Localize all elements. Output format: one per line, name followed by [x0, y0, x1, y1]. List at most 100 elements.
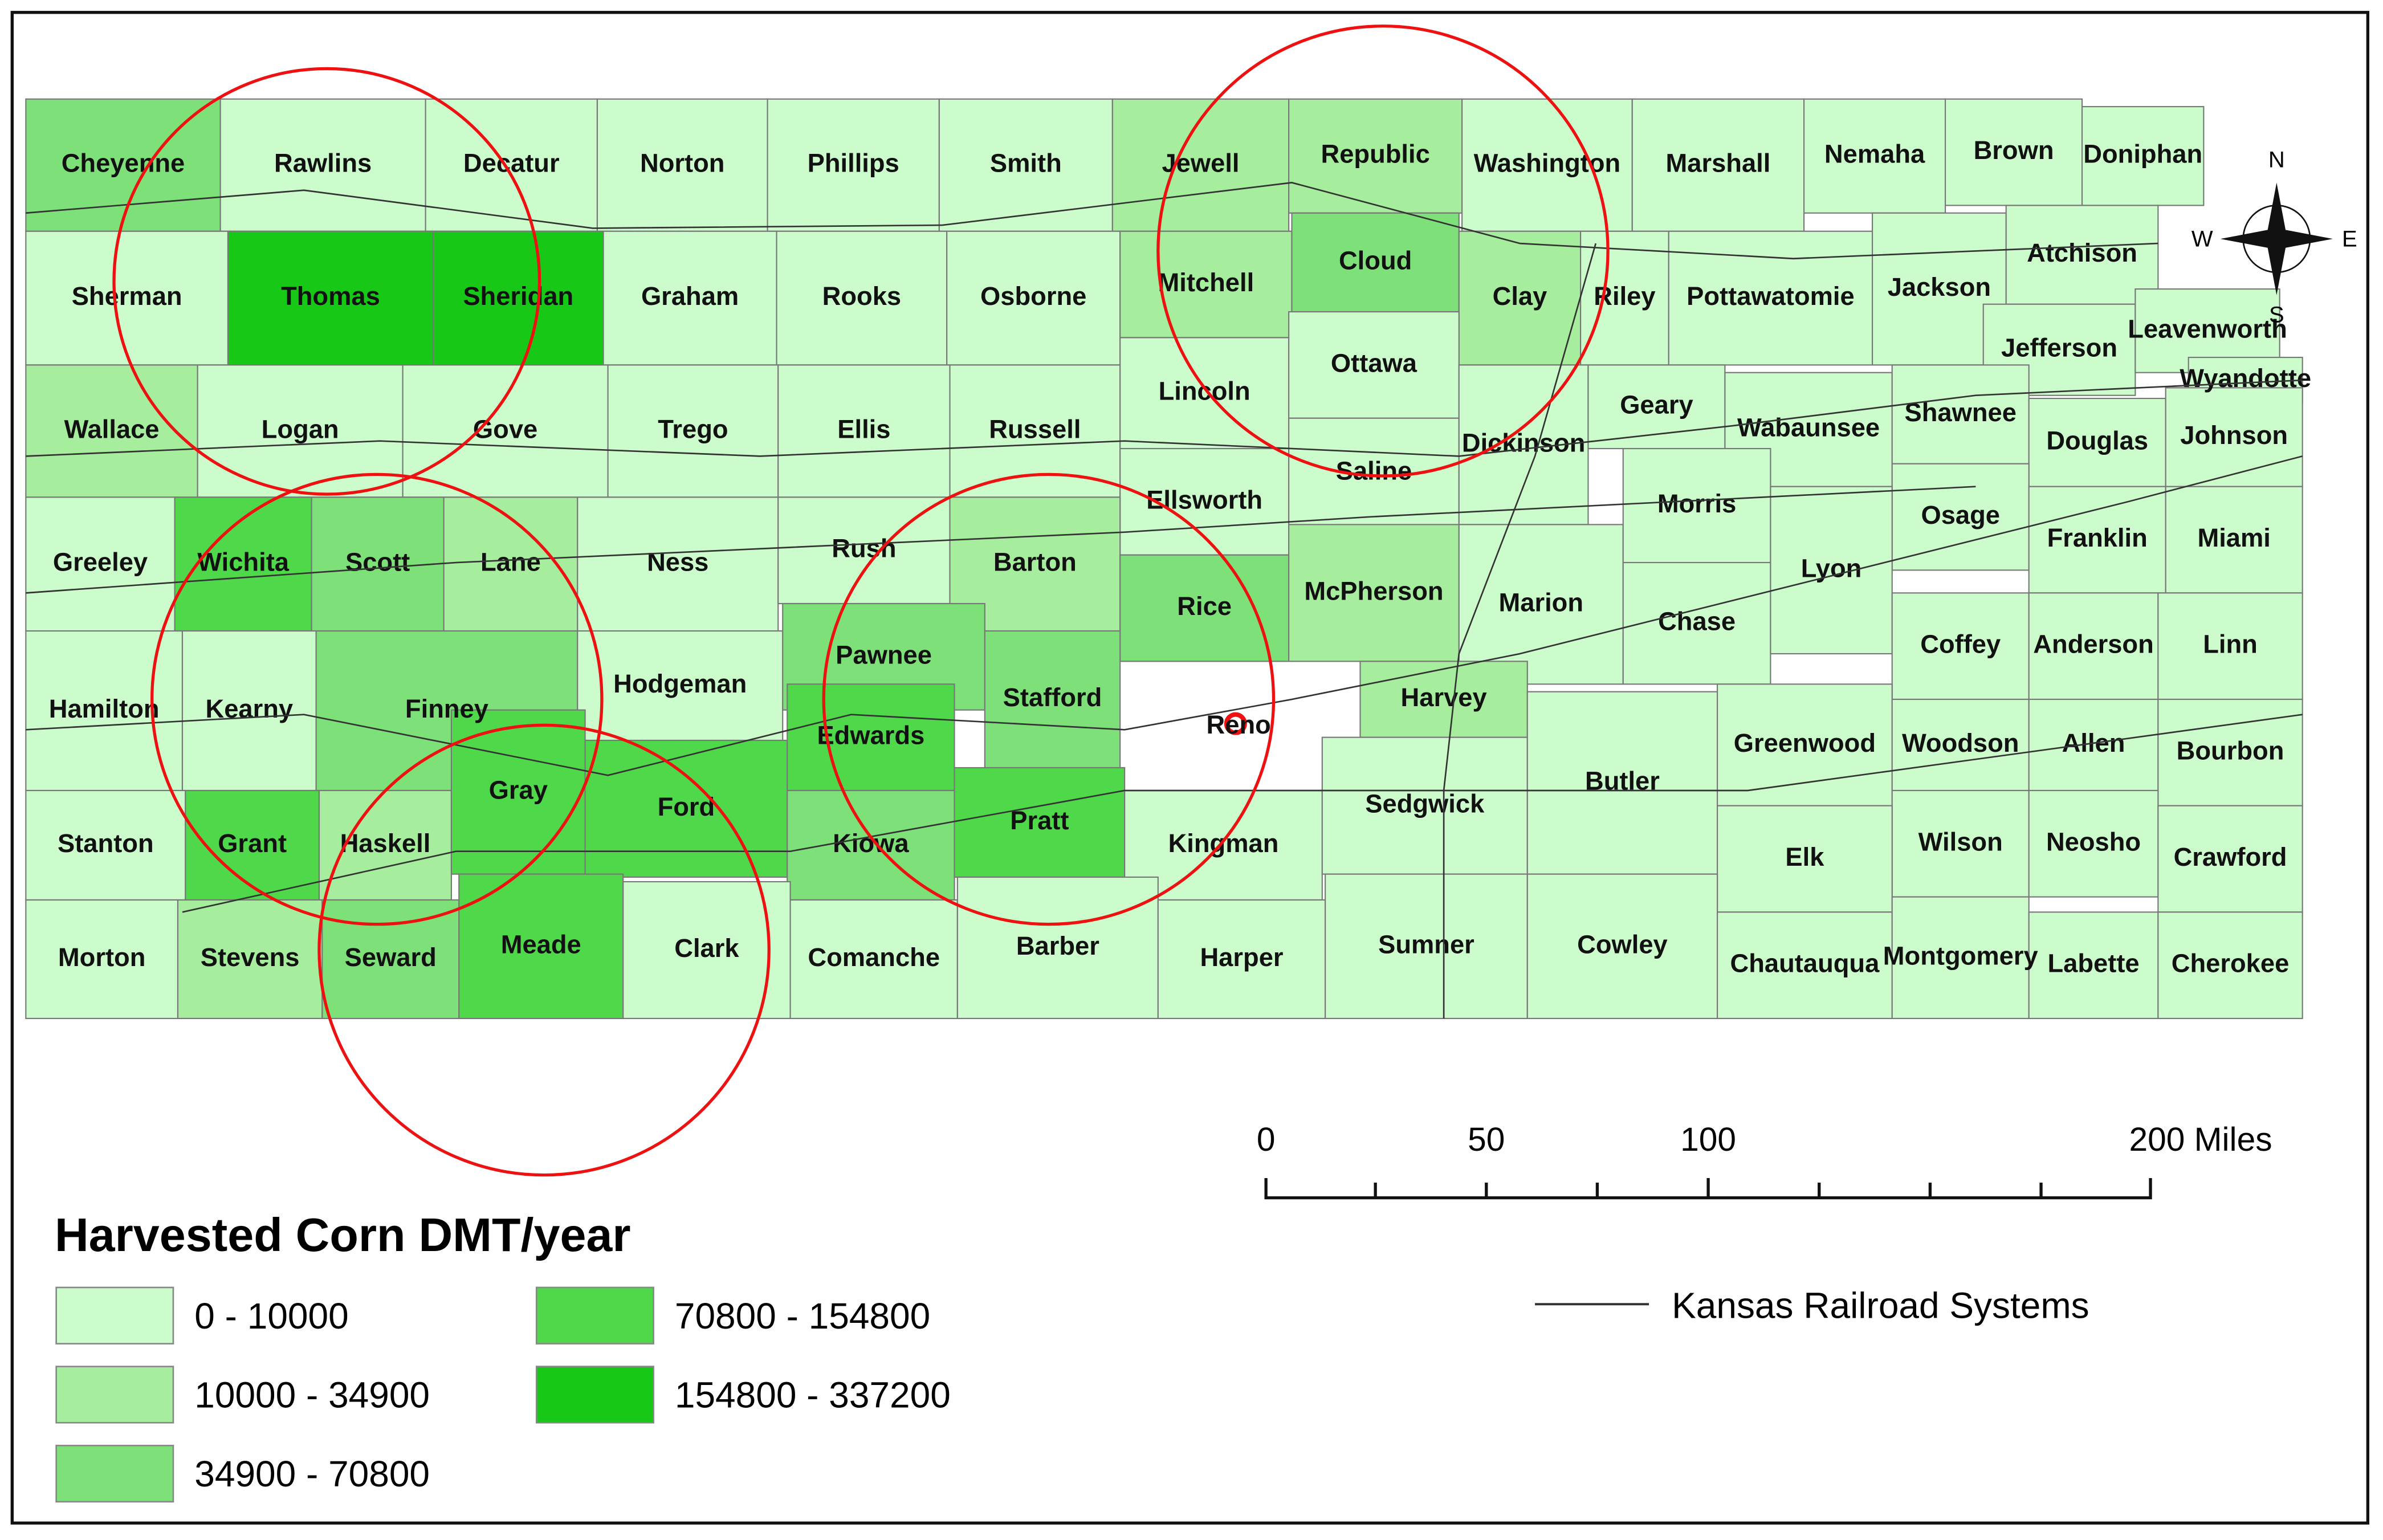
legend-swatch	[535, 1366, 654, 1424]
county	[2157, 805, 2303, 913]
county-label: Cowley	[1577, 930, 1668, 959]
legend-swatch	[535, 1286, 654, 1345]
scale-label: 200 Miles	[2129, 1121, 2272, 1158]
county	[577, 630, 784, 742]
county-label: Finney	[405, 694, 488, 723]
county-label: Seward	[345, 943, 437, 972]
county	[577, 496, 779, 632]
county-label: Morris	[1657, 489, 1736, 518]
county-label: Wabaunsee	[1737, 413, 1880, 442]
scale-label: 100	[1680, 1121, 1736, 1158]
county-label: Barton	[993, 548, 1077, 577]
county	[1717, 805, 1893, 913]
railroad-legend-label: Kansas Railroad Systems	[1672, 1285, 2089, 1326]
county-label: Harper	[1200, 943, 1283, 972]
county-label: Phillips	[808, 149, 899, 178]
county	[2165, 387, 2303, 487]
county-label: Linn	[2203, 630, 2258, 659]
county-label: Trego	[658, 414, 728, 443]
county-label: Atchison	[2027, 238, 2137, 267]
county	[1458, 524, 1624, 685]
county-label: Clay	[1493, 282, 1547, 311]
county	[777, 364, 951, 498]
county-label: Harvey	[1401, 683, 1487, 712]
radius-circle	[112, 67, 541, 496]
county-label: Woodson	[1902, 728, 2019, 757]
county	[25, 496, 176, 632]
county	[1891, 592, 2030, 700]
county-label: Rawlins	[274, 149, 372, 178]
county	[227, 230, 434, 366]
county	[1321, 736, 1528, 875]
compass: N S E W	[2191, 148, 2357, 328]
county-label: Clark	[674, 934, 739, 963]
county	[2157, 592, 2303, 700]
county-label: Hodgeman	[613, 669, 747, 698]
county	[602, 230, 777, 366]
county-label: Sheridan	[463, 282, 573, 311]
legend-label: 70800 - 154800	[675, 1295, 930, 1337]
county-label: Labette	[2047, 949, 2139, 978]
county	[311, 496, 445, 632]
county	[1717, 683, 1893, 806]
county-label: Crawford	[2174, 842, 2287, 871]
county	[1359, 661, 1528, 738]
county	[181, 630, 317, 792]
radius-circle	[150, 472, 604, 926]
county-label: Graham	[641, 282, 739, 311]
county-label: Marion	[1499, 588, 1584, 617]
county	[25, 230, 229, 366]
railroad	[26, 486, 1976, 594]
scale-label: 0	[1257, 1121, 1276, 1158]
county-label: Stanton	[58, 829, 154, 858]
county	[2028, 397, 2166, 487]
county-label: Norton	[640, 149, 724, 178]
scale-label: 50	[1468, 1121, 1505, 1158]
county-label: Nemaha	[1824, 140, 1925, 169]
county-label: Chautauqua	[1730, 949, 1880, 978]
railroad	[182, 714, 2303, 913]
county-label: Johnson	[2180, 421, 2288, 450]
county-label: Russell	[989, 414, 1081, 443]
county-label: Geary	[1620, 390, 1693, 419]
county-label: Franklin	[2047, 523, 2148, 552]
county	[787, 789, 955, 901]
county	[1944, 98, 2083, 206]
county-label: Logan	[262, 414, 339, 443]
county	[25, 364, 198, 498]
county-label: Jefferson	[2001, 333, 2117, 362]
county	[1803, 98, 1946, 214]
county-label: Mitchell	[1158, 268, 1254, 297]
county	[2005, 205, 2159, 305]
county	[1891, 698, 2030, 792]
county	[185, 789, 320, 901]
county	[1622, 561, 1771, 685]
county-label: Doniphan	[2083, 140, 2202, 169]
legend-swatch	[55, 1366, 174, 1424]
radius-circle	[822, 472, 1276, 926]
county	[2028, 698, 2159, 792]
county	[946, 230, 1121, 366]
county-label: Republic	[1321, 140, 1429, 169]
railroad	[26, 182, 2158, 260]
county-label: Smith	[990, 149, 1062, 178]
county-label: Kiowa	[833, 829, 909, 858]
county	[1891, 789, 2030, 898]
radius-circles	[112, 25, 1610, 1177]
county-label: Leavenworth	[2128, 314, 2287, 343]
county-label: Ellsworth	[1146, 485, 1262, 514]
legend-swatch	[55, 1444, 174, 1503]
county	[177, 899, 323, 1020]
county-label: Elk	[1785, 842, 1824, 871]
county-label: McPherson	[1304, 576, 1443, 605]
county-label: Pawnee	[836, 640, 932, 669]
railroad	[26, 379, 2303, 457]
county	[1622, 447, 1771, 564]
county-label: Rooks	[822, 282, 901, 311]
county-label: Morton	[58, 943, 146, 972]
county	[776, 230, 948, 366]
railroad	[1443, 243, 1597, 1018]
radius-circle	[1156, 25, 1610, 478]
